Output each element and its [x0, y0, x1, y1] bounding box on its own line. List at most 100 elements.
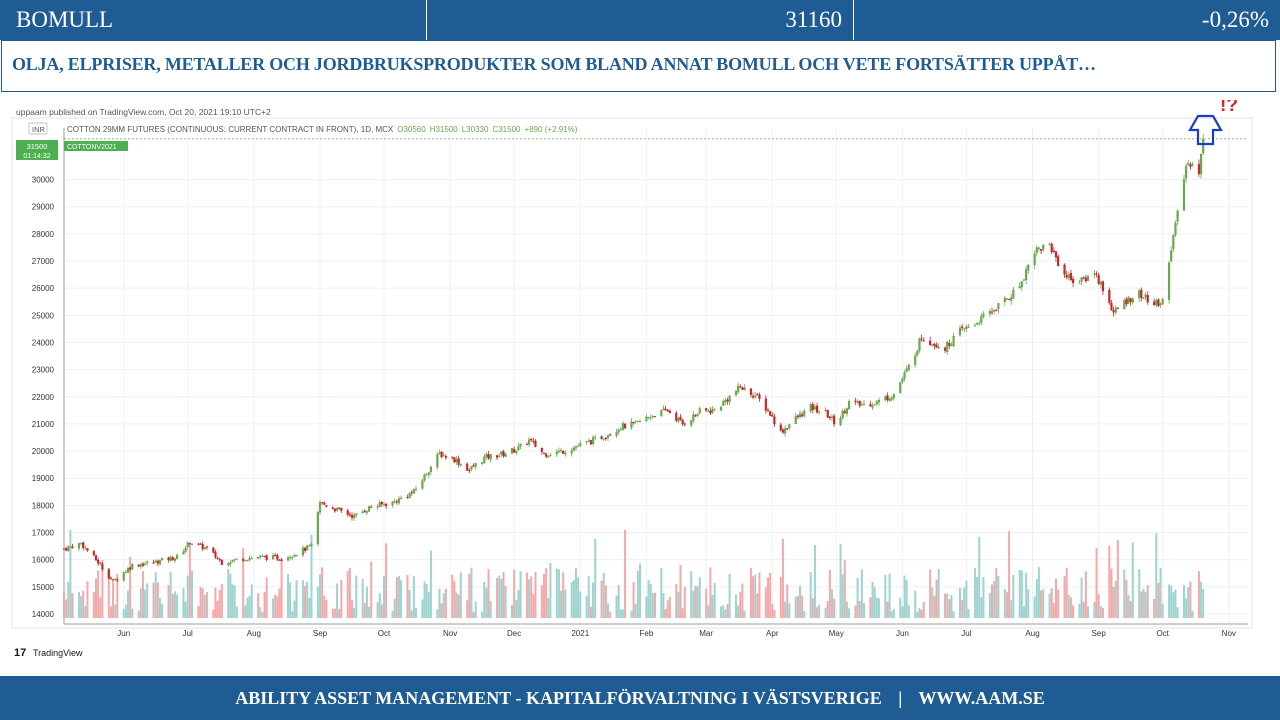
candle-body [988, 311, 991, 314]
volume-bar [726, 604, 729, 618]
candle-body [1067, 274, 1070, 279]
volume-bar [205, 592, 208, 618]
candle-body [1027, 264, 1030, 271]
candle-body [577, 445, 580, 447]
candle-body [156, 560, 159, 564]
ticker-change: -0,26% [1201, 7, 1269, 32]
candle-body [1086, 276, 1090, 281]
volume-bar [720, 606, 723, 618]
volume-bar [707, 605, 710, 618]
candle-body [188, 542, 191, 545]
candle-body [914, 355, 917, 365]
volume-bar [191, 570, 193, 618]
candle-body [1202, 138, 1205, 154]
ohlc-high: H31500 [430, 125, 459, 134]
volume-bar [615, 595, 618, 618]
candle-body [1114, 307, 1117, 313]
volume-bar [690, 571, 693, 618]
candle-body [990, 311, 994, 313]
candle-body [811, 404, 814, 410]
candle-body [828, 416, 831, 419]
volume-bar [843, 560, 846, 618]
volume-bar [709, 567, 712, 618]
candle-body [99, 563, 102, 565]
candle-body [325, 505, 328, 507]
footer-website[interactable]: WWW.AAM.SE [918, 688, 1045, 708]
volume-bar [293, 600, 296, 618]
candle-body [1159, 303, 1162, 305]
candle-body [167, 557, 170, 561]
volume-bar [903, 575, 906, 618]
volume-bar [756, 593, 759, 618]
volume-bar [216, 601, 219, 618]
candle-body [649, 417, 652, 419]
candle-body [555, 451, 558, 455]
candle-body [534, 440, 537, 447]
volume-bar [1197, 571, 1200, 618]
volume-bar [839, 543, 842, 618]
volume-bar [481, 611, 484, 618]
volume-bar [769, 572, 772, 618]
candle-body [918, 338, 921, 352]
volume-bar [991, 584, 993, 618]
volume-bar [80, 596, 83, 618]
volume-bar [899, 597, 902, 618]
volume-bar [632, 582, 635, 618]
volume-bar [1159, 567, 1162, 618]
volume-bar [212, 609, 215, 618]
volume-bar [543, 574, 545, 618]
currency-badge-box [28, 122, 48, 135]
candle-body [84, 547, 87, 549]
volume-bar [607, 603, 609, 618]
volume-bar [199, 586, 202, 618]
candle-body [489, 454, 492, 460]
candle-body [1146, 295, 1149, 303]
volume-bar [995, 568, 998, 618]
candle-body [540, 447, 543, 452]
volume-bar [1174, 589, 1177, 618]
volume-bar [653, 592, 656, 618]
candle-body [141, 563, 145, 566]
volume-bar [295, 580, 298, 618]
footer-bar: ABILITY ASSET MANAGEMENT - KAPITALFÖRVAL… [0, 676, 1280, 720]
symbol-info: COTTON 29MM FUTURES (CONTINUOUS: CURRENT… [67, 125, 578, 134]
volume-bar [532, 593, 535, 618]
candle-body [79, 543, 83, 545]
candle-body [833, 415, 836, 425]
y-tick-label: 20000 [32, 447, 55, 456]
candle-body [1078, 282, 1081, 284]
volume-bar [562, 572, 565, 618]
candle-body [152, 562, 155, 564]
volume-bar [681, 608, 684, 618]
volume-bar [139, 588, 142, 618]
volume-bar [549, 562, 552, 618]
volume-bar [92, 592, 95, 618]
volume-bar [779, 576, 782, 618]
ticker-name: BOMULL [16, 7, 114, 32]
candle-body [679, 416, 682, 420]
volume-bar [841, 574, 844, 618]
volume-bar [739, 591, 742, 618]
volume-bar [235, 606, 238, 618]
y-axis: 14000 15000 16000 17000 18000 19000 20000 21000… [32, 176, 55, 619]
volume-bar [474, 601, 477, 618]
candle-body [346, 510, 349, 515]
volume-bar [176, 594, 179, 618]
volume-bar [1042, 589, 1045, 618]
candle-body [468, 470, 471, 472]
volume-bar [378, 593, 381, 618]
candle-body [455, 459, 458, 463]
volume-bar [525, 572, 528, 618]
volume-bar [457, 594, 460, 618]
volume-bar [227, 568, 230, 618]
candle-body [647, 416, 650, 418]
volume-bar [848, 608, 851, 618]
volume-bar [129, 556, 132, 618]
volume-bar [489, 600, 492, 618]
candle-body [980, 315, 983, 323]
x-tick-label: Dec [507, 629, 521, 638]
volume-bar [811, 598, 814, 618]
volume-bar [890, 611, 893, 618]
volume-bar [69, 529, 72, 618]
volume-bar [218, 589, 221, 618]
